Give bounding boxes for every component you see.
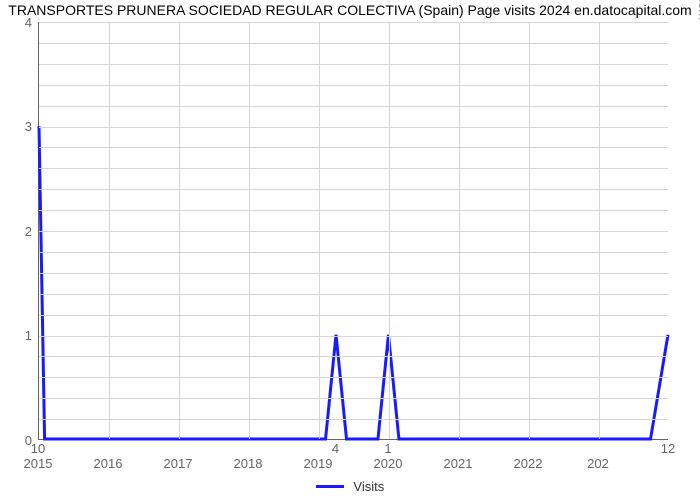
x-tick-label: 2021 [428, 456, 488, 471]
x-tick-label: 2019 [288, 456, 348, 471]
plot-area [38, 22, 668, 440]
gridline-vertical [319, 22, 320, 439]
gridline-horizontal [39, 336, 668, 337]
watermark: en.datocapital.com [696, 0, 700, 20]
gridline-horizontal [39, 168, 668, 169]
gridline-vertical [389, 22, 390, 439]
x-tick-label: 202 [568, 456, 628, 471]
gridline-horizontal [39, 85, 668, 86]
x-tick-label: 2020 [358, 456, 418, 471]
gridline-horizontal [39, 398, 668, 399]
gridline-horizontal [39, 147, 668, 148]
gridline-horizontal [39, 356, 668, 357]
visits-line [39, 126, 668, 439]
legend-label: Visits [353, 479, 384, 494]
y-tick-label: 3 [14, 119, 32, 134]
y-tick-label: 1 [14, 328, 32, 343]
legend-swatch [316, 485, 344, 488]
gridline-vertical [109, 22, 110, 439]
legend: Visits [0, 478, 700, 494]
gridline-horizontal [39, 294, 668, 295]
x-tick-label: 2018 [218, 456, 278, 471]
gridline-horizontal [39, 22, 668, 23]
gridline-vertical [599, 22, 600, 439]
peak-label: 12 [648, 441, 688, 456]
peak-label: 4 [316, 441, 356, 456]
gridline-horizontal [39, 252, 668, 253]
gridline-horizontal [39, 273, 668, 274]
gridline-horizontal [39, 64, 668, 65]
gridline-horizontal [39, 43, 668, 44]
x-tick-label: 2017 [148, 456, 208, 471]
x-tick-label: 2016 [78, 456, 138, 471]
gridline-vertical [249, 22, 250, 439]
y-tick-label: 2 [14, 224, 32, 239]
gridline-vertical [459, 22, 460, 439]
chart-title: TRANSPORTES PRUNERA SOCIEDAD REGULAR COL… [0, 2, 700, 18]
chart-container: { "title": "TRANSPORTES PRUNERA SOCIEDAD… [0, 0, 700, 500]
gridline-horizontal [39, 210, 668, 211]
peak-label: 1 [368, 441, 408, 456]
gridline-horizontal [39, 106, 668, 107]
gridline-horizontal [39, 189, 668, 190]
gridline-horizontal [39, 127, 668, 128]
x-tick-label: 2015 [8, 456, 68, 471]
gridline-horizontal [39, 231, 668, 232]
x-tick-label: 2022 [498, 456, 558, 471]
peak-label: 10 [18, 441, 58, 456]
gridline-horizontal [39, 419, 668, 420]
gridline-vertical [529, 22, 530, 439]
gridline-horizontal [39, 377, 668, 378]
gridline-vertical [179, 22, 180, 439]
gridline-horizontal [39, 315, 668, 316]
y-tick-label: 4 [14, 15, 32, 30]
